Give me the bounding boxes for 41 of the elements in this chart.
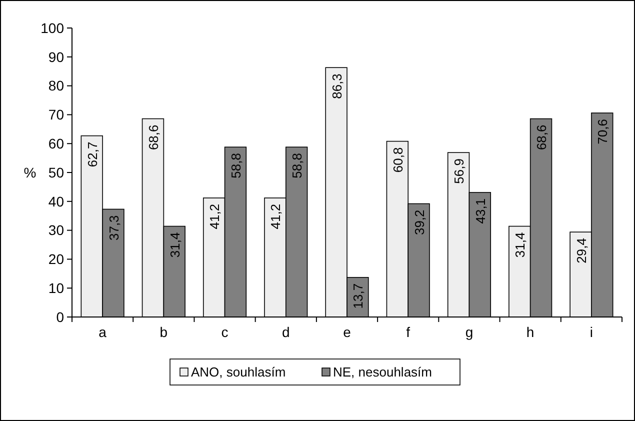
x-tick-label: d xyxy=(282,324,290,340)
y-tick-label: 40 xyxy=(48,193,64,210)
y-tick-label: 60 xyxy=(48,136,64,152)
data-label: 68,6 xyxy=(534,124,550,150)
data-label: 70,6 xyxy=(595,118,610,144)
data-label: 86,3 xyxy=(329,74,344,99)
data-label: 41,2 xyxy=(207,204,222,230)
y-tick-label: 20 xyxy=(48,251,64,268)
y-tick-label: 70 xyxy=(48,106,64,123)
data-label: 62,7 xyxy=(84,142,100,168)
data-label: 29,4 xyxy=(574,238,589,264)
data-label: 58,8 xyxy=(228,153,244,178)
data-label: 43,1 xyxy=(472,198,488,224)
y-tick-label: 10 xyxy=(48,280,64,296)
data-label: 56,9 xyxy=(452,158,467,184)
y-tick-label: 100 xyxy=(40,20,64,36)
data-label: 41,2 xyxy=(268,204,284,230)
legend-label: NE, nesouhlasím xyxy=(333,364,432,380)
y-axis-title: % xyxy=(24,164,36,180)
data-label: 39,2 xyxy=(412,210,427,236)
legend-label: ANO, souhlasím xyxy=(191,364,286,380)
y-tick-label: 90 xyxy=(48,48,64,65)
data-label: 13,7 xyxy=(350,283,366,309)
x-tick-label: g xyxy=(465,324,474,340)
y-tick-label: 30 xyxy=(48,222,64,238)
data-label: 58,8 xyxy=(290,153,305,178)
y-tick-label: 50 xyxy=(48,164,64,180)
x-tick-label: a xyxy=(98,324,107,340)
y-tick-label: 80 xyxy=(48,78,64,94)
x-tick-label: c xyxy=(221,324,228,340)
x-tick-label: e xyxy=(343,324,352,340)
data-label: 31,4 xyxy=(167,232,182,258)
data-label: 31,4 xyxy=(512,232,528,258)
x-tick-label: h xyxy=(526,324,534,340)
x-tick-label: f xyxy=(406,324,410,340)
data-label: 68,6 xyxy=(146,124,161,150)
x-tick-label: b xyxy=(160,324,168,340)
y-tick-label: 0 xyxy=(56,308,64,325)
x-tick-label: i xyxy=(590,324,594,340)
data-label: 37,3 xyxy=(106,215,122,241)
data-label: 60,8 xyxy=(390,147,406,173)
